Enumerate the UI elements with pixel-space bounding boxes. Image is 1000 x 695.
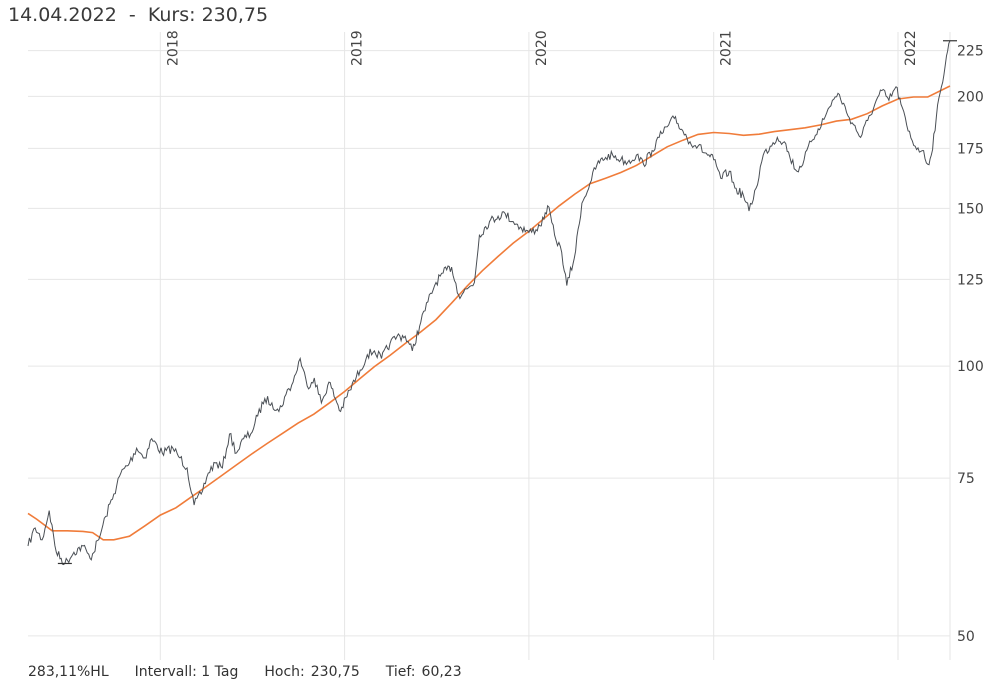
y-tick-label: 225 — [957, 44, 984, 60]
x-tick-label: 2018 — [165, 30, 181, 66]
x-axis-tick-labels: 2018 2019 2020 2021 2022 — [165, 30, 919, 66]
footer-high-label: Hoch: — [264, 664, 305, 680]
y-tick-label: 200 — [957, 89, 984, 105]
y-axis-tick-labels: 50 75 100 125 150 175 200 225 — [957, 44, 984, 645]
footer-high-value: 230,75 — [310, 664, 360, 680]
header-separator: - — [128, 4, 136, 26]
header-price-label: Kurs: — [147, 4, 196, 26]
price-chart[interactable]: 2018 2019 2020 2021 2022 50 75 100 125 150 175 200… — [0, 0, 1000, 660]
footer-interval: Intervall: 1 Tag — [134, 664, 239, 680]
chart-footer: 283,11%HL Intervall: 1 Tag Hoch: 230,75 Tief… — [28, 664, 488, 680]
x-tick-label: 2022 — [903, 30, 919, 66]
x-tick-label: 2019 — [350, 30, 366, 66]
chart-header: 14.04.2022 - Kurs: 230,75 — [8, 4, 268, 26]
moving-average-line — [27, 85, 951, 541]
y-tick-label: 50 — [957, 629, 975, 645]
header-date: 14.04.2022 — [8, 4, 117, 26]
vertical-gridlines — [159, 32, 951, 660]
x-tick-label: 2020 — [534, 30, 550, 66]
y-tick-label: 175 — [957, 141, 984, 157]
header-price-value: 230,75 — [201, 4, 269, 26]
y-tick-label: 150 — [957, 201, 984, 217]
y-tick-label: 100 — [957, 359, 984, 375]
x-tick-label: 2021 — [719, 30, 735, 66]
high-low-markers — [57, 40, 957, 565]
footer-low-value: 60,23 — [421, 664, 462, 680]
footer-hl: 283,11%HL — [28, 664, 109, 680]
y-tick-label: 75 — [957, 471, 975, 487]
horizontal-gridlines — [28, 50, 950, 637]
price-line — [27, 40, 951, 566]
footer-low-label: Tief: — [385, 664, 416, 680]
y-tick-label: 125 — [957, 272, 984, 288]
